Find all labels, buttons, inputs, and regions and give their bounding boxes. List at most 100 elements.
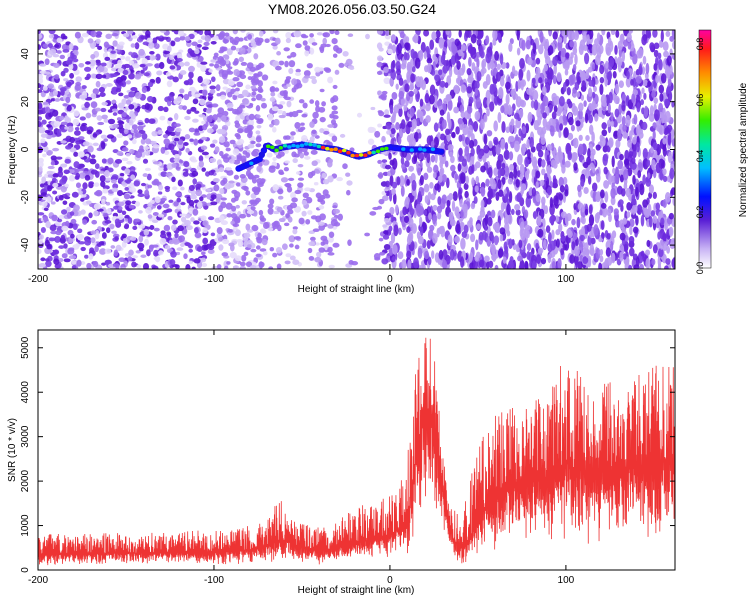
heatmap-cell xyxy=(118,127,125,134)
heatmap-cell xyxy=(210,59,217,63)
heatmap-cell xyxy=(285,31,292,39)
heatmap-cell xyxy=(377,159,382,164)
heatmap-cell xyxy=(138,247,144,252)
heatmap-cell xyxy=(398,77,404,86)
heatmap-cell xyxy=(53,258,60,265)
heatmap-cell xyxy=(44,258,50,262)
heatmap-cell xyxy=(538,77,543,84)
heatmap-cell xyxy=(114,158,123,164)
heatmap-cell xyxy=(458,188,462,200)
heatmap-cell xyxy=(579,234,585,242)
heatmap-cell xyxy=(662,175,668,183)
heatmap-cell xyxy=(256,187,261,193)
heatmap-cell xyxy=(202,227,208,234)
heatmap-cell xyxy=(541,217,546,229)
heatmap-cell xyxy=(600,202,607,209)
heatmap-cell xyxy=(147,202,153,208)
heatmap-cell xyxy=(504,165,510,178)
heatmap-cell xyxy=(149,54,155,61)
heatmap-cell xyxy=(535,170,541,179)
heatmap-cell xyxy=(190,189,196,196)
heatmap-cell xyxy=(297,163,304,168)
heatmap-cell xyxy=(72,244,80,250)
heatmap-cell xyxy=(548,231,552,244)
heatmap-cell xyxy=(633,114,638,125)
heatmap-cell xyxy=(239,261,246,267)
heatmap-cell xyxy=(253,73,259,77)
heatmap-cell xyxy=(294,72,302,76)
heatmap-cell xyxy=(657,263,662,269)
heatmap-cell xyxy=(183,253,188,260)
heatmap-cell xyxy=(184,36,191,42)
heatmap-cell xyxy=(110,179,117,184)
heatmap-cell xyxy=(640,99,645,106)
heatmap-cell xyxy=(599,64,605,75)
heatmap-cell xyxy=(267,113,274,121)
ridge-cell xyxy=(299,143,305,148)
heatmap-cell xyxy=(82,141,90,147)
heatmap-cell xyxy=(460,237,466,250)
heatmap-cell xyxy=(43,207,49,211)
heatmap-cell xyxy=(487,166,493,179)
heatmap-cell xyxy=(60,121,68,126)
heatmap-cell xyxy=(547,45,554,56)
heatmap-cell xyxy=(589,247,595,257)
heatmap-cell xyxy=(426,239,431,250)
heatmap-cell xyxy=(277,188,284,195)
heatmap-cell xyxy=(535,57,541,65)
heatmap-cell xyxy=(107,263,114,268)
heatmap-cell xyxy=(278,60,285,66)
heatmap-cell xyxy=(508,238,513,250)
heatmap-cell xyxy=(160,233,167,239)
heatmap-cell xyxy=(441,119,447,130)
heatmap-cell xyxy=(194,110,200,114)
heatmap-cell xyxy=(670,128,675,138)
heatmap-cell xyxy=(117,59,123,65)
heatmap-cell xyxy=(215,84,221,92)
heatmap-cell xyxy=(77,228,83,234)
heatmap-cell xyxy=(269,96,276,103)
heatmap-cell xyxy=(288,111,294,118)
heatmap-cell xyxy=(400,156,405,165)
heatmap-cell xyxy=(432,233,438,244)
heatmap-cell xyxy=(668,212,675,220)
heatmap-cell xyxy=(65,145,72,150)
heatmap-cell xyxy=(134,73,142,80)
heatmap-cell xyxy=(666,55,672,66)
heatmap-cell xyxy=(590,237,596,245)
heatmap-cell xyxy=(543,63,549,72)
heatmap-cell xyxy=(118,257,126,263)
heatmap-cell xyxy=(59,54,66,60)
heatmap-cell xyxy=(434,151,438,164)
heatmap-cell xyxy=(571,218,576,226)
heatmap-cell xyxy=(220,94,226,100)
heatmap-cell xyxy=(558,193,564,201)
heatmap-cell xyxy=(144,189,150,197)
heatmap-cell xyxy=(567,100,573,109)
heatmap-cell xyxy=(220,197,227,201)
heatmap-cell xyxy=(484,214,489,226)
heatmap-cell xyxy=(642,148,648,159)
heatmap-cell xyxy=(235,204,241,209)
heatmap-cell xyxy=(42,196,48,201)
heatmap-cell xyxy=(226,102,234,109)
heatmap-cell xyxy=(571,241,576,251)
heatmap-cell xyxy=(207,248,215,255)
heatmap-cell xyxy=(419,110,424,123)
heatmap-cell xyxy=(183,80,191,86)
heatmap-cell xyxy=(321,172,327,179)
heatmap-cell xyxy=(194,232,202,239)
heatmap-cell xyxy=(86,129,93,135)
heatmap-cell xyxy=(229,139,236,145)
heatmap-cell xyxy=(52,89,58,97)
heatmap-cell xyxy=(662,137,667,145)
heatmap-cell xyxy=(179,35,186,41)
heatmap-cell xyxy=(560,248,565,256)
heatmap-cell xyxy=(522,143,527,153)
heatmap-cell xyxy=(303,75,311,79)
ridge-cell xyxy=(401,147,406,151)
heatmap-cell xyxy=(101,74,107,79)
heatmap-cell xyxy=(74,31,81,39)
